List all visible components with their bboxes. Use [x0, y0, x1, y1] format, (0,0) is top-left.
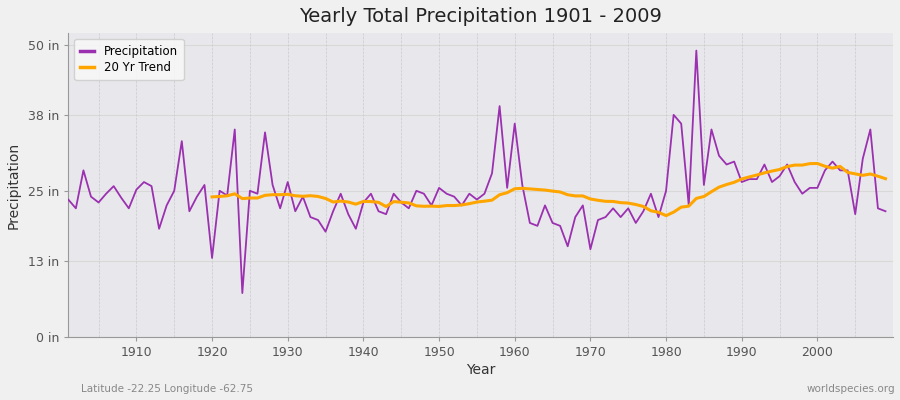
- Line: Precipitation: Precipitation: [68, 50, 886, 293]
- Precipitation: [343, 212, 354, 216]
- Text: worldspecies.org: worldspecies.org: [807, 384, 896, 394]
- 20 Yr Trend: [789, 163, 800, 168]
- 20 Yr Trend: [411, 204, 422, 208]
- Y-axis label: Precipitation: Precipitation: [7, 141, 21, 228]
- Precipitation: [509, 121, 520, 126]
- Title: Yearly Total Precipitation 1901 - 2009: Yearly Total Precipitation 1901 - 2009: [299, 7, 662, 26]
- 20 Yr Trend: [880, 176, 891, 181]
- 20 Yr Trend: [865, 172, 876, 176]
- Precipitation: [237, 291, 248, 296]
- Line: 20 Yr Trend: 20 Yr Trend: [212, 164, 886, 216]
- Precipitation: [691, 48, 702, 53]
- 20 Yr Trend: [207, 194, 218, 199]
- Precipitation: [298, 194, 309, 199]
- X-axis label: Year: Year: [466, 363, 495, 377]
- Text: Latitude -22.25 Longitude -62.75: Latitude -22.25 Longitude -62.75: [81, 384, 253, 394]
- 20 Yr Trend: [683, 204, 694, 208]
- Precipitation: [608, 206, 618, 211]
- Precipitation: [880, 209, 891, 214]
- 20 Yr Trend: [812, 161, 823, 166]
- 20 Yr Trend: [298, 194, 309, 199]
- Precipitation: [63, 197, 74, 202]
- 20 Yr Trend: [661, 213, 671, 218]
- 20 Yr Trend: [774, 167, 785, 172]
- Precipitation: [123, 206, 134, 211]
- Legend: Precipitation, 20 Yr Trend: Precipitation, 20 Yr Trend: [74, 39, 184, 80]
- Precipitation: [517, 182, 527, 187]
